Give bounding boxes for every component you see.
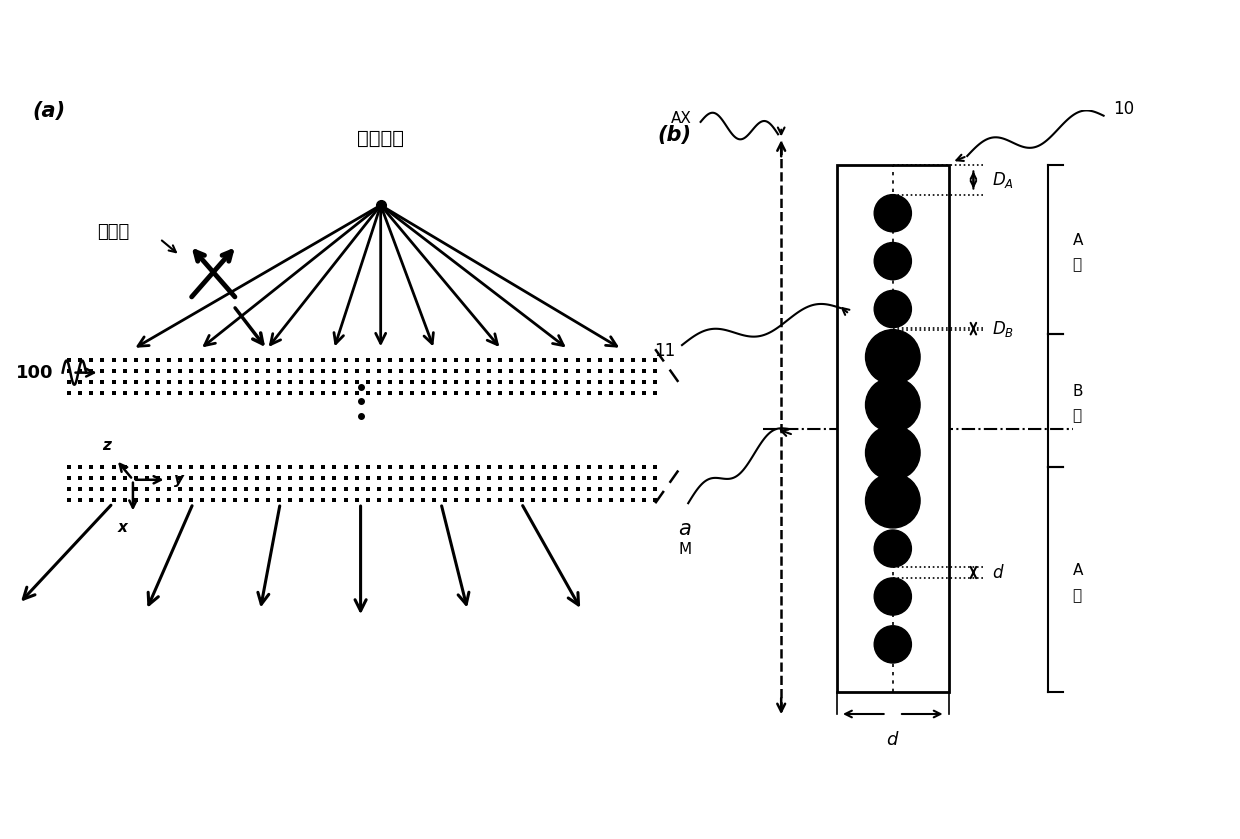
Circle shape [874,626,911,663]
Text: $d$: $d$ [992,564,1004,581]
Text: 100: 100 [16,363,53,382]
Text: x: x [118,520,128,535]
Circle shape [866,425,920,480]
Text: A: A [1073,232,1083,248]
Circle shape [874,290,911,327]
Text: 11: 11 [655,342,676,360]
Text: AX: AX [671,112,692,127]
Text: z: z [102,438,110,453]
Text: 层: 层 [1073,588,1081,602]
Circle shape [874,242,911,279]
Circle shape [866,378,920,432]
Text: $D_B$: $D_B$ [992,319,1014,339]
Text: M: M [678,542,692,556]
Circle shape [874,578,911,615]
Text: 层: 层 [1073,409,1081,424]
Circle shape [866,473,920,528]
Circle shape [866,330,920,384]
Text: 层: 层 [1073,258,1081,273]
Text: 无反射: 无反射 [97,223,129,241]
Circle shape [874,530,911,567]
Text: A: A [1073,563,1083,578]
Text: (b): (b) [657,125,691,145]
Text: y: y [175,472,185,487]
Text: $d$: $d$ [887,732,899,749]
Text: $a$: $a$ [678,519,692,539]
Circle shape [874,195,911,232]
Text: 10: 10 [1114,101,1135,118]
Text: B: B [1073,383,1083,399]
Text: (a): (a) [32,102,66,122]
Bar [837,165,949,692]
Text: 声波点源: 声波点源 [357,128,404,148]
Text: $D_A$: $D_A$ [992,170,1014,190]
